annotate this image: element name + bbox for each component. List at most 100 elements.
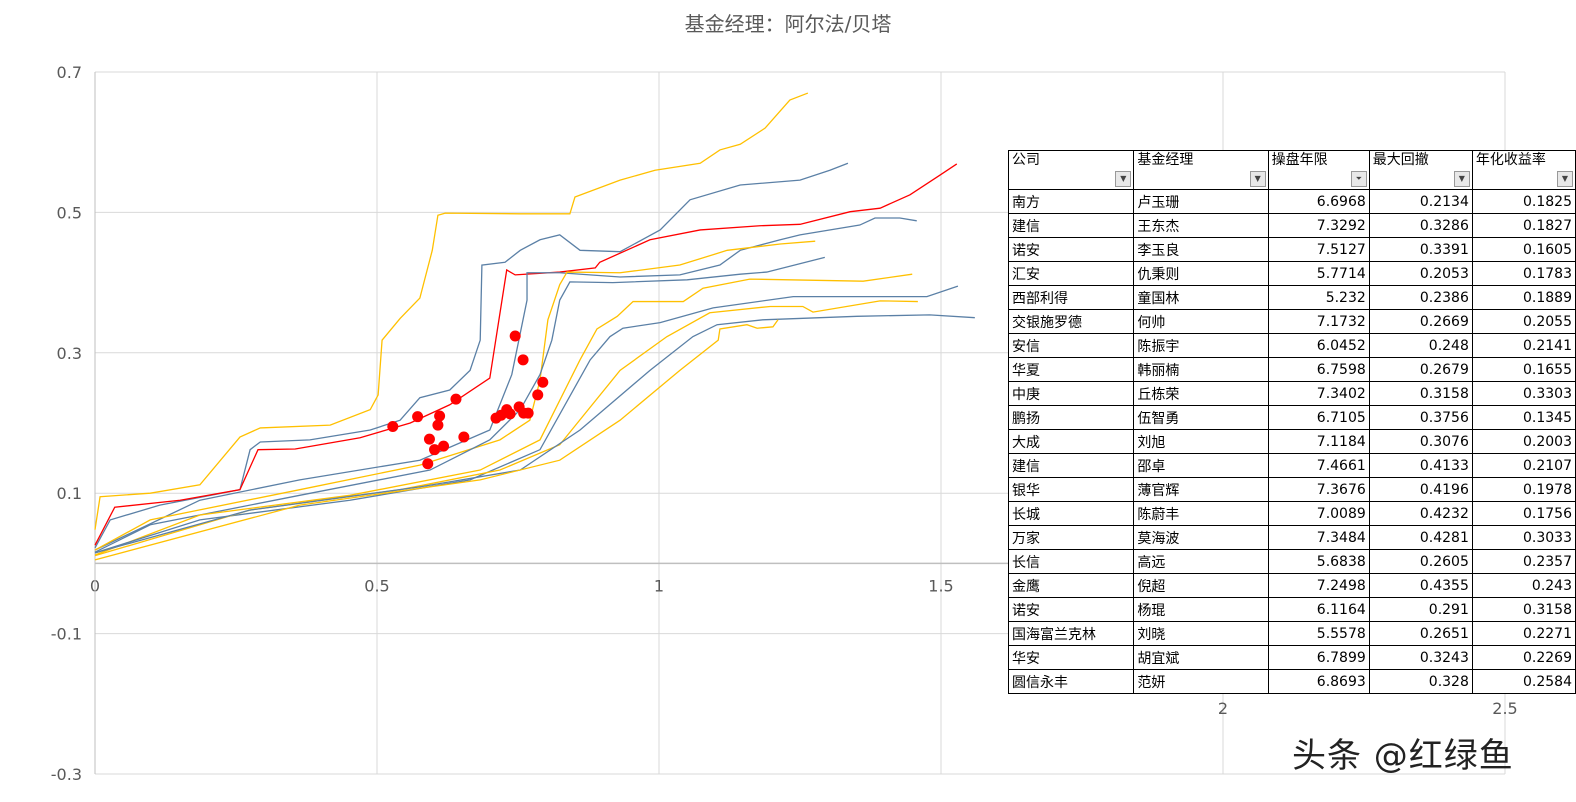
table-cell[interactable]: 0.3076 bbox=[1368, 429, 1473, 454]
table-cell[interactable]: 7.5127 bbox=[1267, 237, 1370, 262]
table-cell[interactable]: 0.2386 bbox=[1368, 285, 1473, 310]
table-cell[interactable]: 6.7598 bbox=[1267, 357, 1370, 382]
table-cell[interactable]: 0.2003 bbox=[1471, 429, 1576, 454]
table-cell[interactable]: 0.2107 bbox=[1471, 453, 1576, 478]
table-cell[interactable]: 7.3402 bbox=[1267, 381, 1370, 406]
table-cell[interactable]: 大成 bbox=[1007, 429, 1135, 454]
table-cell[interactable]: 0.1827 bbox=[1471, 213, 1576, 238]
table-cell[interactable]: 莫海波 bbox=[1133, 525, 1269, 550]
table-cell[interactable]: 丘栋荣 bbox=[1133, 381, 1269, 406]
table-cell[interactable]: 0.1889 bbox=[1471, 285, 1576, 310]
table-cell[interactable]: 0.3033 bbox=[1471, 525, 1576, 550]
table-cell[interactable]: 0.3243 bbox=[1368, 645, 1473, 670]
table-cell[interactable]: 西部利得 bbox=[1007, 285, 1135, 310]
table-cell[interactable]: 0.2669 bbox=[1368, 309, 1473, 334]
table-cell[interactable]: 6.7105 bbox=[1267, 405, 1370, 430]
table-cell[interactable]: 0.4232 bbox=[1368, 501, 1473, 526]
table-cell[interactable]: 圆信永丰 bbox=[1007, 669, 1135, 694]
table-cell[interactable]: 6.1164 bbox=[1267, 597, 1370, 622]
table-cell[interactable]: 华安 bbox=[1007, 645, 1135, 670]
table-cell[interactable]: 0.328 bbox=[1368, 669, 1473, 694]
table-cell[interactable]: 诺安 bbox=[1007, 237, 1135, 262]
table-cell[interactable]: 0.1783 bbox=[1471, 261, 1576, 286]
table-cell[interactable]: 0.248 bbox=[1368, 333, 1473, 358]
table-cell[interactable]: 0.1978 bbox=[1471, 477, 1576, 502]
table-cell[interactable]: 陈蔚丰 bbox=[1133, 501, 1269, 526]
table-cell[interactable]: 倪超 bbox=[1133, 573, 1269, 598]
table-cell[interactable]: 0.2134 bbox=[1368, 189, 1473, 214]
table-cell[interactable]: 0.1605 bbox=[1471, 237, 1576, 262]
table-cell[interactable]: 0.2269 bbox=[1471, 645, 1576, 670]
table-cell[interactable]: 万家 bbox=[1007, 525, 1135, 550]
table-cell[interactable]: 0.3756 bbox=[1368, 405, 1473, 430]
table-cell[interactable]: 0.2055 bbox=[1471, 309, 1576, 334]
table-cell[interactable]: 0.3303 bbox=[1471, 381, 1576, 406]
table-cell[interactable]: 0.2584 bbox=[1471, 669, 1576, 694]
table-cell[interactable]: 华夏 bbox=[1007, 357, 1135, 382]
table-cell[interactable]: 银华 bbox=[1007, 477, 1135, 502]
table-cell[interactable]: 韩丽楠 bbox=[1133, 357, 1269, 382]
table-cell[interactable]: 高远 bbox=[1133, 549, 1269, 574]
table-cell[interactable]: 0.243 bbox=[1471, 573, 1576, 598]
table-cell[interactable]: 0.1825 bbox=[1471, 189, 1576, 214]
table-cell[interactable]: 0.1655 bbox=[1471, 357, 1576, 382]
table-cell[interactable]: 0.2053 bbox=[1368, 261, 1473, 286]
table-cell[interactable]: 7.1184 bbox=[1267, 429, 1370, 454]
dropdown-icon[interactable]: ▼ bbox=[1557, 171, 1573, 187]
table-cell[interactable]: 长城 bbox=[1007, 501, 1135, 526]
table-cell[interactable]: 0.2271 bbox=[1471, 621, 1576, 646]
table-cell[interactable]: 伍智勇 bbox=[1133, 405, 1269, 430]
table-cell[interactable]: 卢玉珊 bbox=[1133, 189, 1269, 214]
table-cell[interactable]: 5.232 bbox=[1267, 285, 1370, 310]
table-cell[interactable]: 金鹰 bbox=[1007, 573, 1135, 598]
table-cell[interactable]: 交银施罗德 bbox=[1007, 309, 1135, 334]
table-cell[interactable]: 国海富兰克林 bbox=[1007, 621, 1135, 646]
table-cell[interactable]: 7.4661 bbox=[1267, 453, 1370, 478]
dropdown-icon[interactable]: ▼ bbox=[1453, 171, 1470, 187]
table-cell[interactable]: 0.4133 bbox=[1368, 453, 1473, 478]
table-cell[interactable]: 0.1756 bbox=[1471, 501, 1576, 526]
table-cell[interactable]: 邵卓 bbox=[1133, 453, 1269, 478]
table-cell[interactable]: 5.6838 bbox=[1267, 549, 1370, 574]
table-cell[interactable]: 南方 bbox=[1007, 189, 1135, 214]
table-cell[interactable]: 汇安 bbox=[1007, 261, 1135, 286]
table-cell[interactable]: 李玉良 bbox=[1133, 237, 1269, 262]
table-cell[interactable]: 7.2498 bbox=[1267, 573, 1370, 598]
dropdown-icon[interactable]: ▼ bbox=[1115, 171, 1132, 187]
table-cell[interactable]: 7.3676 bbox=[1267, 477, 1370, 502]
table-cell[interactable]: 鹏扬 bbox=[1007, 405, 1135, 430]
table-cell[interactable]: 长信 bbox=[1007, 549, 1135, 574]
table-cell[interactable]: 陈振宇 bbox=[1133, 333, 1269, 358]
table-cell[interactable]: 范妍 bbox=[1133, 669, 1269, 694]
table-cell[interactable]: 0.1345 bbox=[1471, 405, 1576, 430]
table-cell[interactable]: 仇秉则 bbox=[1133, 261, 1269, 286]
table-cell[interactable]: 0.2605 bbox=[1368, 549, 1473, 574]
table-cell[interactable]: 薄官辉 bbox=[1133, 477, 1269, 502]
table-cell[interactable]: 安信 bbox=[1007, 333, 1135, 358]
table-cell[interactable]: 诺安 bbox=[1007, 597, 1135, 622]
table-cell[interactable]: 刘晓 bbox=[1133, 621, 1269, 646]
table-cell[interactable]: 0.3286 bbox=[1368, 213, 1473, 238]
table-cell[interactable]: 0.3391 bbox=[1368, 237, 1473, 262]
filter-active-icon[interactable]: ⏷ bbox=[1350, 171, 1367, 187]
table-cell[interactable]: 何帅 bbox=[1133, 309, 1269, 334]
table-cell[interactable]: 6.7899 bbox=[1267, 645, 1370, 670]
table-cell[interactable]: 5.5578 bbox=[1267, 621, 1370, 646]
table-cell[interactable]: 0.3158 bbox=[1368, 381, 1473, 406]
table-cell[interactable]: 0.2679 bbox=[1368, 357, 1473, 382]
table-cell[interactable]: 杨琨 bbox=[1133, 597, 1269, 622]
table-cell[interactable]: 0.2141 bbox=[1471, 333, 1576, 358]
table-cell[interactable]: 童国林 bbox=[1133, 285, 1269, 310]
table-cell[interactable]: 0.4281 bbox=[1368, 525, 1473, 550]
table-cell[interactable]: 建信 bbox=[1007, 453, 1135, 478]
table-cell[interactable]: 0.291 bbox=[1368, 597, 1473, 622]
table-cell[interactable]: 0.2357 bbox=[1471, 549, 1576, 574]
table-cell[interactable]: 6.0452 bbox=[1267, 333, 1370, 358]
table-cell[interactable]: 7.0089 bbox=[1267, 501, 1370, 526]
table-cell[interactable]: 0.3158 bbox=[1471, 597, 1576, 622]
table-cell[interactable]: 中庚 bbox=[1007, 381, 1135, 406]
dropdown-icon[interactable]: ▼ bbox=[1249, 171, 1266, 187]
table-cell[interactable]: 胡宜斌 bbox=[1133, 645, 1269, 670]
table-cell[interactable]: 5.7714 bbox=[1267, 261, 1370, 286]
table-cell[interactable]: 7.3292 bbox=[1267, 213, 1370, 238]
